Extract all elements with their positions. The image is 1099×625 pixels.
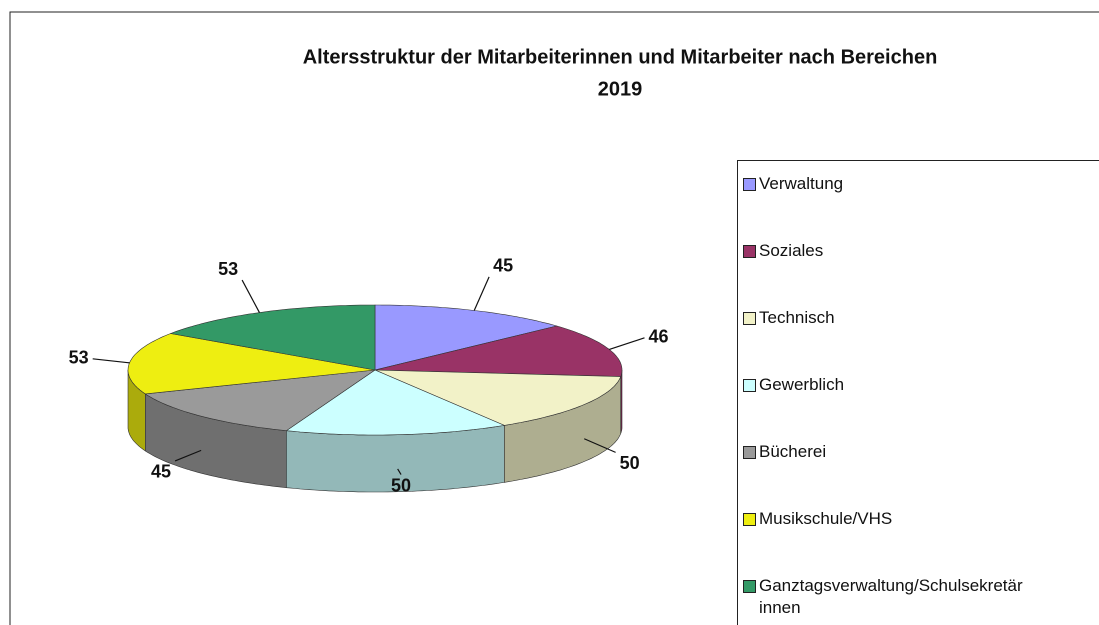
legend-entry: Technisch	[743, 307, 1073, 329]
legend-entry: Musikschule/VHS	[743, 508, 1073, 530]
leader-line	[473, 276, 490, 311]
slice	[285, 369, 506, 436]
leader-line	[241, 279, 260, 313]
legend-swatch	[743, 245, 756, 258]
legend-entry: Ganztagsverwaltung/Schulsekretär innen	[743, 575, 1073, 619]
data-label: 50	[391, 475, 411, 495]
slice	[169, 304, 376, 371]
slice	[374, 304, 558, 371]
data-label: 50	[620, 453, 640, 473]
data-label: 53	[69, 348, 89, 368]
legend-swatch	[743, 379, 756, 392]
data-label: 46	[648, 327, 668, 347]
legend-entry: Soziales	[743, 240, 1073, 262]
chart-frame	[9, 11, 1099, 625]
legend-label: Musikschule/VHS	[759, 509, 893, 528]
legend-swatch	[743, 513, 756, 526]
slice	[127, 333, 376, 395]
legend-label: Technisch	[759, 308, 835, 327]
legend-entry: Bücherei	[743, 441, 1073, 463]
data-label: 45	[151, 462, 171, 482]
leader-line	[583, 438, 616, 453]
legend-label: Ganztagsverwaltung/Schulsekretär innen	[759, 576, 1023, 617]
legend-entry: Gewerblich	[743, 374, 1073, 396]
data-label: 53	[218, 259, 238, 279]
data-label: 45	[493, 256, 513, 276]
legend-swatch	[743, 312, 756, 325]
legend-swatch	[743, 178, 756, 191]
chart-title: Altersstruktur der Mitarbeiterinnen und …	[303, 46, 938, 68]
leader-line	[397, 468, 402, 475]
slice	[374, 325, 623, 377]
legend-label: Bücherei	[759, 442, 827, 461]
leader-line	[609, 337, 645, 351]
leader-line	[92, 358, 130, 364]
legend-label: Gewerblich	[759, 375, 845, 394]
slice	[374, 369, 622, 426]
legend-label: Verwaltung	[759, 174, 844, 193]
leader-line	[174, 449, 202, 462]
legend-swatch	[743, 446, 756, 459]
legend: Verwaltung Soziales Technisch Gewerblich Büc…	[737, 160, 1099, 625]
legend-swatch	[743, 580, 756, 593]
chart-subtitle: 2019	[598, 78, 643, 100]
slice	[144, 369, 376, 432]
legend-label: Soziales	[759, 241, 824, 260]
legend-entry: Verwaltung	[743, 173, 1073, 195]
